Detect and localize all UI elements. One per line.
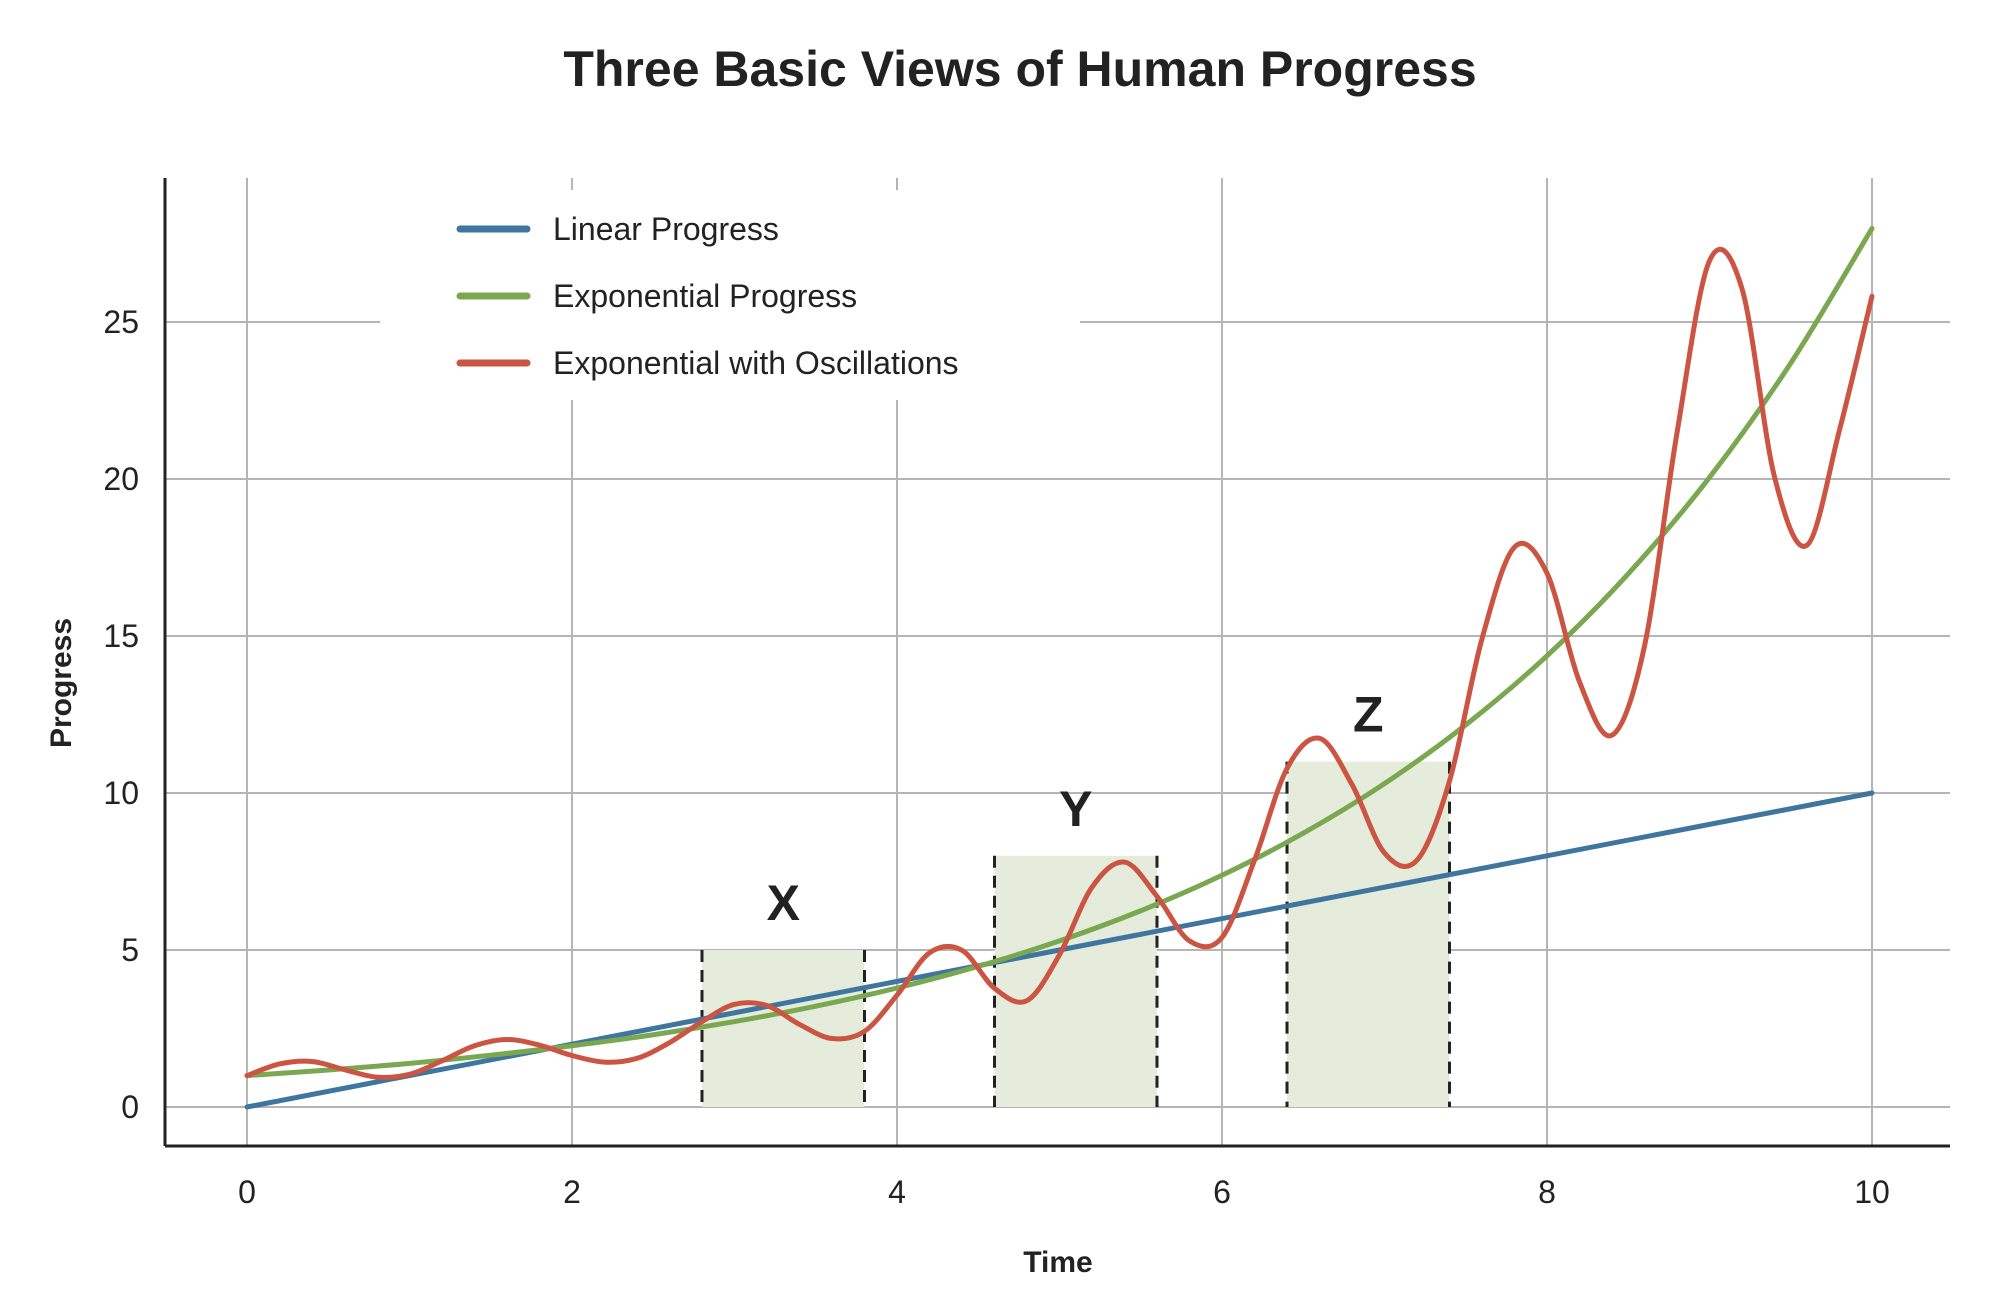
region-label-z: Z [1353,687,1384,743]
shaded-region-x [702,950,865,1107]
axes [163,178,1950,1148]
y-tick-label: 5 [121,932,139,968]
x-tick-label: 2 [563,1174,581,1210]
region-annotations: X Y Z [767,687,1384,931]
shaded-region-y [994,855,1157,1107]
series-line-exponential-with-oscillations [244,246,1875,1080]
tick-labels: 0 2 4 6 8 10 0 5 10 15 20 25 [103,304,1889,1210]
x-tick-label: 10 [1854,1174,1890,1210]
series-lines [244,225,1875,1110]
legend-label-exponential-with-oscillations: Exponential with Oscillations [553,345,959,381]
region-label-x: X [767,875,800,931]
x-tick-label: 4 [888,1174,906,1210]
legend: Linear Progress Exponential Progress Expon… [380,190,1080,400]
legend-label-exponential-progress: Exponential Progress [553,278,857,314]
chart-title: Three Basic Views of Human Progress [563,41,1476,97]
series-line-exponential-progress [244,225,1875,1079]
legend-label-linear-progress: Linear Progress [553,211,779,247]
y-axis-label: Progress [45,618,78,748]
y-tick-label: 0 [121,1089,139,1125]
y-tick-label: 20 [103,461,139,497]
x-tick-label: 0 [238,1174,256,1210]
x-tick-label: 6 [1213,1174,1231,1210]
region-label-y: Y [1059,781,1092,837]
y-tick-label: 15 [103,618,139,654]
y-tick-label: 10 [103,775,139,811]
y-tick-label: 25 [103,304,139,340]
shaded-region-z [1287,761,1450,1107]
shaded-regions [700,761,1451,1107]
x-axis-label: Time [1023,1246,1092,1279]
x-tick-label: 8 [1538,1174,1556,1210]
